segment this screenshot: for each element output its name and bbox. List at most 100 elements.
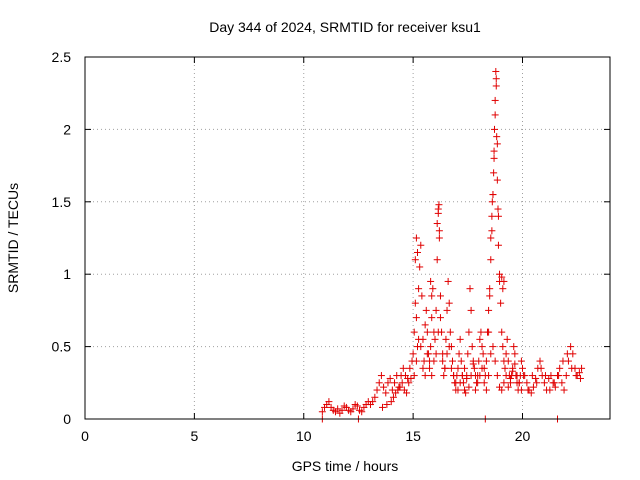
data-point [485,328,493,336]
data-point [387,398,395,406]
data-point [527,389,535,397]
x-tick-label: 5 [190,428,198,444]
data-point [456,379,464,387]
data-point [426,364,434,372]
data-point [467,372,475,380]
x-tick-label: 15 [405,428,421,444]
data-point [555,372,563,380]
data-point [414,248,421,256]
chart-title: Day 344 of 2024, SRMTID for receiver ksu… [209,19,481,35]
data-point [410,372,418,380]
data-point [519,364,526,372]
data-point [497,299,505,307]
data-point [572,372,580,380]
data-point [465,383,473,391]
y-tick-label: 2.5 [52,49,72,65]
data-point [479,350,487,358]
data-point [406,364,414,372]
data-point [383,401,391,409]
data-point [485,306,493,314]
data-point [509,367,517,375]
data-point [563,350,571,358]
data-point [428,314,436,322]
data-point [410,328,418,336]
data-point [567,343,575,351]
data-point [558,379,566,387]
data-point [411,256,419,264]
x-tick-label: 20 [515,428,531,444]
y-axis-title: SRMTID / TECUs [5,183,21,293]
data-point [524,386,532,394]
data-point [445,343,453,351]
data-point [492,67,500,75]
data-point [405,379,413,387]
data-point [415,335,423,343]
data-point [499,285,507,293]
data-point [506,374,514,382]
data-point [411,299,419,307]
data-point [490,147,498,155]
data-point [480,379,488,387]
data-point [546,386,554,394]
data-point [551,383,559,391]
data-point [415,285,423,293]
data-point [475,357,483,365]
data-point [511,360,519,368]
data-point [474,379,482,387]
data-point [454,364,462,372]
data-point [500,277,508,285]
data-point [373,386,381,394]
data-point [447,364,455,372]
data-point [431,335,439,343]
data-point [441,364,449,372]
data-point [435,227,443,235]
data-point [556,364,564,372]
data-point [520,372,528,380]
data-point [468,343,476,351]
data-point [504,383,512,391]
data-point [423,328,431,336]
data-point [461,364,469,372]
data-point [458,372,466,380]
data-point [461,386,469,394]
data-point [482,357,490,365]
data-point [391,379,399,387]
data-point [491,125,498,133]
data-point [532,374,540,382]
data-point [436,314,444,322]
data-point [375,379,383,387]
data-point [503,335,511,343]
data-point [421,321,429,329]
data-point [489,191,497,199]
data-point [433,256,441,264]
data-point [384,379,392,387]
data-point [439,357,447,365]
data-point [491,111,499,119]
x-axis-title: GPS time / hours [292,458,399,474]
data-point [504,357,512,365]
data-point [443,306,451,314]
data-point [446,328,454,336]
data-point [399,364,407,372]
x-tick-label: 10 [296,428,312,444]
axis-layer: 0 5 10 15 20 0 0.5 1 1.5 2 2.5 [52,49,611,444]
data-point [498,386,506,394]
data-point [440,372,448,380]
data-point [434,209,442,217]
data-point [488,227,496,235]
data-point [517,386,525,394]
data-point [334,405,342,413]
data-point [470,364,478,372]
data-point [500,379,508,387]
data-point [562,372,570,380]
data-point [487,256,495,264]
data-point [417,343,425,351]
data-point [498,328,506,336]
y-tick-label: 2 [63,121,71,137]
data-point [353,402,361,410]
data-point [517,357,525,365]
data-point [466,285,474,293]
data-point [493,372,501,380]
